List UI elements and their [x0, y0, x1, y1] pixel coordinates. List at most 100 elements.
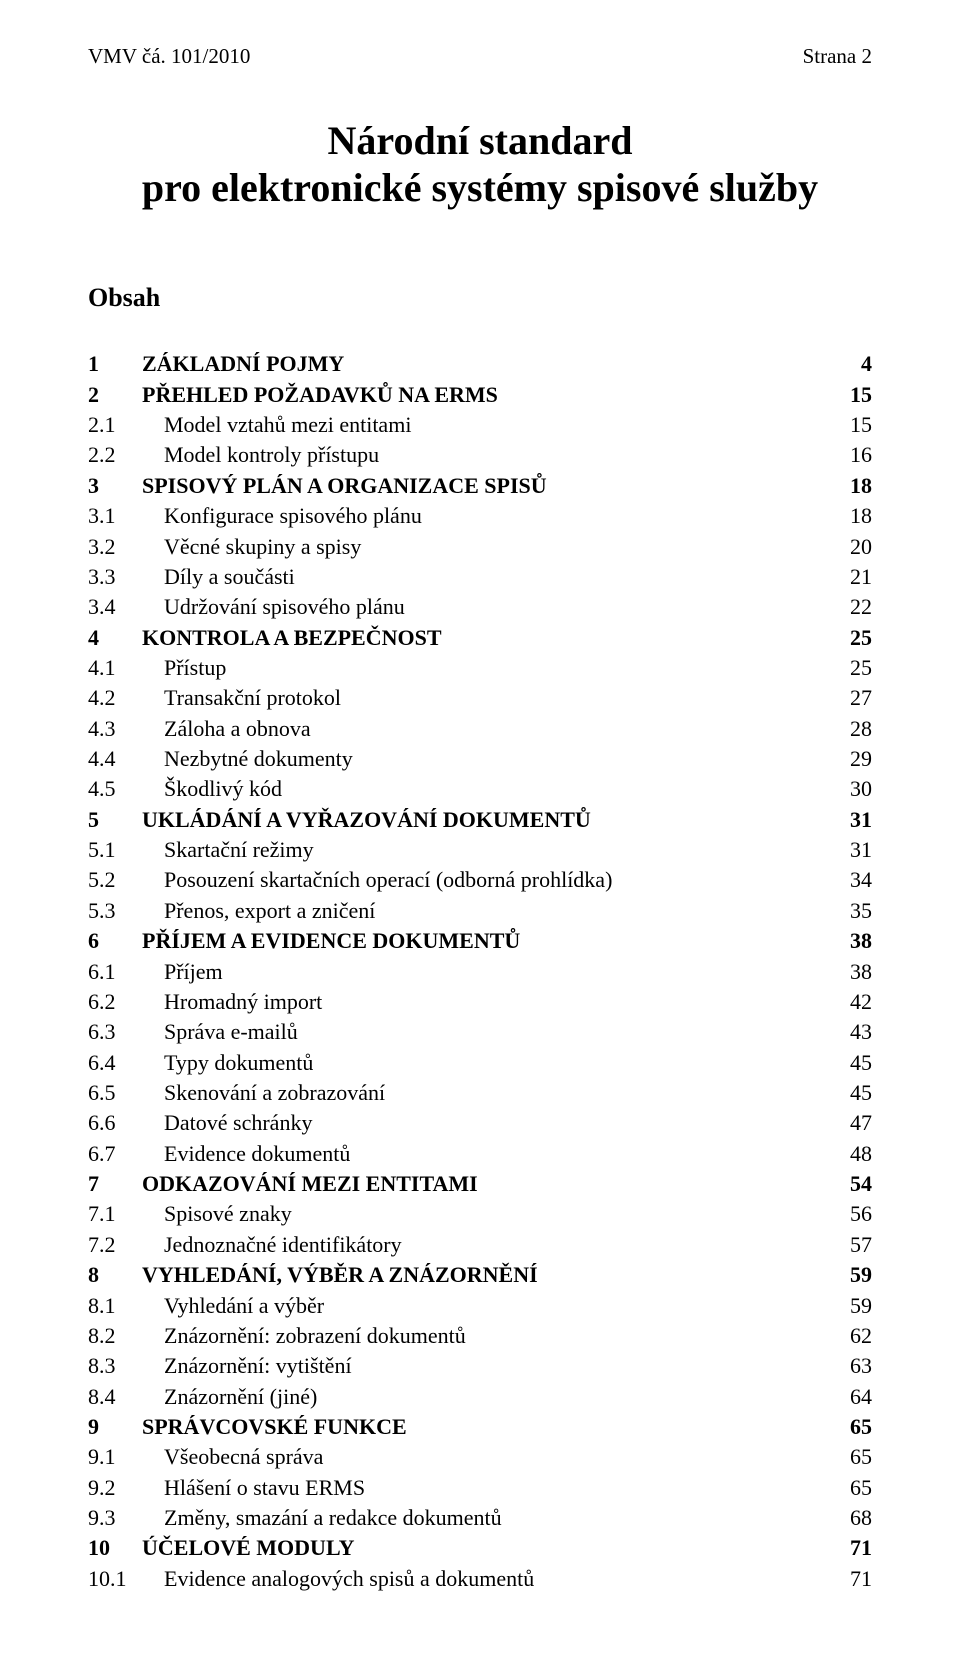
toc-row-number: 8.3 [88, 1351, 164, 1381]
toc-row: 7ODKAZOVÁNÍ MEZI ENTITAMI54 [88, 1169, 872, 1199]
toc-row-page: 42 [830, 987, 872, 1017]
toc-row-label: Přenos, export a zničení [164, 896, 830, 926]
document-title-line2: pro elektronické systémy spisové služby [142, 165, 818, 210]
toc-row-number: 2 [88, 380, 142, 410]
toc-row-label: Díly a součásti [164, 562, 830, 592]
toc-row-label: Škodlivý kód [164, 774, 830, 804]
document-title: Národní standard pro elektronické systém… [88, 117, 872, 211]
toc-row-number: 3.3 [88, 562, 164, 592]
header-right: Strana 2 [803, 44, 872, 69]
toc-row-label: Změny, smazání a redakce dokumentů [164, 1503, 830, 1533]
toc-row: 4.5Škodlivý kód30 [88, 774, 872, 804]
toc-row-number: 9 [88, 1412, 142, 1442]
toc-row-label: Typy dokumentů [164, 1048, 830, 1078]
toc-row: 9SPRÁVCOVSKÉ FUNKCE65 [88, 1412, 872, 1442]
toc-row: 8.2Znázornění: zobrazení dokumentů62 [88, 1321, 872, 1351]
toc-row: 4.3Záloha a obnova28 [88, 714, 872, 744]
toc-row: 2PŘEHLED POŽADAVKŮ NA ERMS15 [88, 380, 872, 410]
toc-row: 6.1Příjem38 [88, 957, 872, 987]
toc-row-label: Model kontroly přístupu [164, 440, 830, 470]
toc-row: 1ZÁKLADNÍ POJMY4 [88, 349, 872, 379]
toc-row-page: 71 [830, 1533, 872, 1563]
toc-row-label: ZÁKLADNÍ POJMY [142, 349, 830, 379]
toc-row-page: 38 [830, 957, 872, 987]
toc-row: 6.7Evidence dokumentů48 [88, 1139, 872, 1169]
toc-row: 8.1Vyhledání a výběr59 [88, 1291, 872, 1321]
toc-row: 3.3Díly a součásti21 [88, 562, 872, 592]
toc-row-page: 38 [830, 926, 872, 956]
toc-row-page: 47 [830, 1108, 872, 1138]
toc-row-number: 3.2 [88, 532, 164, 562]
toc-row-label: Správa e-mailů [164, 1017, 830, 1047]
toc-row: 2.2Model kontroly přístupu16 [88, 440, 872, 470]
toc-row-label: Znázornění: vytištění [164, 1351, 830, 1381]
toc-row: 4.2Transakční protokol27 [88, 683, 872, 713]
toc-row: 4.1Přístup25 [88, 653, 872, 683]
toc-row-page: 30 [830, 774, 872, 804]
toc-row-label: Příjem [164, 957, 830, 987]
toc-row-number: 6 [88, 926, 142, 956]
toc-row-label: VYHLEDÁNÍ, VÝBĚR A ZNÁZORNĚNÍ [142, 1260, 830, 1290]
toc-row-number: 8.1 [88, 1291, 164, 1321]
toc-row: 4KONTROLA A BEZPEČNOST25 [88, 623, 872, 653]
toc-row-number: 3 [88, 471, 142, 501]
toc-row-page: 63 [830, 1351, 872, 1381]
toc-row-number: 8 [88, 1260, 142, 1290]
toc-row-label: Věcné skupiny a spisy [164, 532, 830, 562]
toc-row-label: KONTROLA A BEZPEČNOST [142, 623, 830, 653]
toc-row-page: 71 [830, 1564, 872, 1594]
toc-row-label: Konfigurace spisového plánu [164, 501, 830, 531]
toc-row-page: 65 [830, 1412, 872, 1442]
toc-row-page: 56 [830, 1199, 872, 1229]
toc-row-page: 31 [830, 835, 872, 865]
toc-row-number: 7.1 [88, 1199, 164, 1229]
toc-row-page: 31 [830, 805, 872, 835]
contents-heading: Obsah [88, 283, 872, 313]
toc-row-page: 29 [830, 744, 872, 774]
toc-row-label: Vyhledání a výběr [164, 1291, 830, 1321]
toc-row-label: Posouzení skartačních operací (odborná p… [164, 865, 830, 895]
toc-row-label: Evidence analogových spisů a dokumentů [164, 1564, 830, 1594]
toc-row-number: 9.2 [88, 1473, 164, 1503]
toc-row-number: 9.3 [88, 1503, 164, 1533]
toc-row-number: 4 [88, 623, 142, 653]
toc-row-label: Znázornění (jiné) [164, 1382, 830, 1412]
toc-row: 10.1Evidence analogových spisů a dokumen… [88, 1564, 872, 1594]
toc-row-page: 22 [830, 592, 872, 622]
toc-row: 9.3Změny, smazání a redakce dokumentů68 [88, 1503, 872, 1533]
toc-row-number: 6.2 [88, 987, 164, 1017]
toc-row-page: 62 [830, 1321, 872, 1351]
toc-row: 6.6Datové schránky47 [88, 1108, 872, 1138]
toc-row: 3.2Věcné skupiny a spisy20 [88, 532, 872, 562]
toc-row: 5UKLÁDÁNÍ A VYŘAZOVÁNÍ DOKUMENTŮ31 [88, 805, 872, 835]
toc-row-number: 2.2 [88, 440, 164, 470]
toc-row: 6.2Hromadný import42 [88, 987, 872, 1017]
toc-row-number: 4.1 [88, 653, 164, 683]
document-title-line1: Národní standard [328, 118, 633, 163]
toc-row-page: 15 [830, 380, 872, 410]
page-header: VMV čá. 101/2010 Strana 2 [88, 44, 872, 69]
toc-row-label: SPRÁVCOVSKÉ FUNKCE [142, 1412, 830, 1442]
toc-row-label: Evidence dokumentů [164, 1139, 830, 1169]
toc-row-page: 25 [830, 653, 872, 683]
toc-row: 5.1Skartační režimy31 [88, 835, 872, 865]
toc-row-label: PŘÍJEM A EVIDENCE DOKUMENTŮ [142, 926, 830, 956]
toc-row: 6.4Typy dokumentů45 [88, 1048, 872, 1078]
toc-row-number: 6.4 [88, 1048, 164, 1078]
toc-row-page: 28 [830, 714, 872, 744]
toc-row-label: ODKAZOVÁNÍ MEZI ENTITAMI [142, 1169, 830, 1199]
toc-row-page: 35 [830, 896, 872, 926]
toc-row-page: 45 [830, 1078, 872, 1108]
toc-row-number: 3.4 [88, 592, 164, 622]
toc-row-page: 65 [830, 1442, 872, 1472]
toc-row-number: 4.2 [88, 683, 164, 713]
toc-row-label: Přístup [164, 653, 830, 683]
toc-row: 2.1Model vztahů mezi entitami15 [88, 410, 872, 440]
toc-row-number: 6.1 [88, 957, 164, 987]
toc-row-page: 48 [830, 1139, 872, 1169]
toc-row-number: 6.5 [88, 1078, 164, 1108]
toc-row: 6PŘÍJEM A EVIDENCE DOKUMENTŮ38 [88, 926, 872, 956]
toc-row: 3.1Konfigurace spisového plánu18 [88, 501, 872, 531]
toc-row: 8.4Znázornění (jiné)64 [88, 1382, 872, 1412]
toc-row-page: 15 [830, 410, 872, 440]
